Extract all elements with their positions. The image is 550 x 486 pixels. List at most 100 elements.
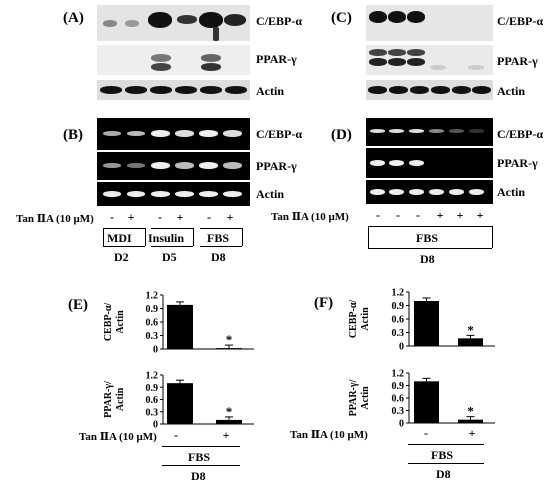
bar [414,381,439,423]
y-tick-label: 0.6 [146,395,159,406]
day-line-right [368,248,492,249]
bar [167,304,193,349]
bar [458,338,483,346]
y-tick-label: 0.9 [392,301,405,312]
y-axis-label: PPAR-γ/Actin [348,379,371,416]
day-line [103,246,145,247]
group-tick [492,226,493,248]
day-line-e [162,465,240,466]
group-tick [368,226,369,248]
y-tick-label: 1.2 [146,371,159,382]
bar [216,348,242,350]
group-fbs-e: FBS [188,450,211,464]
y-tick-label: 1.2 [392,288,405,299]
panel-label-c: (C) [331,10,352,26]
gel-b-actin [97,182,250,206]
y-tick-label: 0.3 [146,331,159,342]
row-label-d-3: Actin [497,185,525,199]
sign-left-6: + [226,210,234,224]
panel-label-e: (E) [68,297,88,313]
bar [167,383,193,424]
y-tick-label: 0.9 [146,383,159,394]
y-tick-label: 0.3 [392,328,405,339]
group-tick [242,228,243,246]
y-tick-label: 0 [153,345,158,356]
sign-f-2: + [468,426,476,440]
group-fbs-right: FBS [416,231,439,245]
significance-mark: * [226,404,233,419]
day-line [200,246,242,247]
treatment-label-e: Tan ⅡA (10 μM) [79,431,157,443]
significance-mark: * [467,404,474,419]
group-tick [145,228,146,246]
y-tick-label: 0.9 [146,304,159,315]
sign-right-2: - [396,208,400,222]
bar [414,301,439,346]
sign-left-4: + [176,210,184,224]
day-d8-f: D8 [436,467,451,481]
row-label-a-1: C/EBP-α [256,14,303,28]
day-line [151,246,193,247]
sign-left-3: - [158,210,162,224]
row-label-d-1: C/EBP-α [497,127,544,141]
group-tick [103,228,104,246]
treatment-label-left: Tan ⅡA (10 μM) [16,213,94,225]
row-label-c-1: C/EBP-α [497,14,544,28]
bar [216,419,242,424]
sign-right-3: - [416,208,420,222]
y-tick-label: 1.2 [392,369,405,380]
panel-label-a: (A) [63,10,84,26]
blot-c-actin [366,80,493,100]
day-line-f [408,463,484,464]
gel-d-ppar [366,148,493,178]
treatment-label-right: Tan ⅡA (10 μM) [271,211,349,223]
group-line-mdi [103,228,145,229]
y-tick-label: 0.9 [392,381,405,392]
row-label-b-1: C/EBP-α [256,127,303,141]
y-tick-label: 0 [399,419,404,430]
sign-left-2: + [127,210,135,224]
sign-right-5: + [456,208,464,222]
day-d8-right: D8 [420,252,435,266]
sign-f-1: - [424,426,428,440]
sign-left-5: - [207,210,211,224]
y-tick-label: 1.2 [146,291,159,302]
significance-mark: * [226,332,233,347]
sign-e-2: + [222,428,230,442]
row-label-a-3: Actin [256,84,284,98]
gel-b-cebp [97,118,250,150]
day-d8-e: D8 [191,469,206,483]
panel-label-b: (B) [63,127,83,143]
sign-right-4: + [436,208,444,222]
group-insulin: Insulin [148,231,185,245]
y-tick-label: 0.6 [146,318,159,329]
group-line-fbs [200,228,242,229]
group-line-e [162,446,240,447]
group-mdi: MDI [107,231,132,245]
gel-d-actin [366,180,493,204]
day-d5: D5 [162,250,177,264]
panel-label-d: (D) [331,127,352,143]
y-tick-label: 0.3 [146,407,159,418]
y-axis-label: CEBP-α/Actin [348,300,371,339]
row-label-c-3: Actin [497,84,525,98]
y-tick-label: 0 [153,420,158,431]
sign-left-1: - [110,210,114,224]
group-fbs: FBS [207,231,230,245]
significance-mark: * [467,322,474,337]
row-label-a-2: PPAR-γ [256,52,297,66]
blot-a-cebp [97,5,250,41]
group-line-f [408,444,484,445]
blot-a-ppar [97,45,250,75]
y-tick-label: 0.6 [392,315,405,326]
day-d2: D2 [114,250,129,264]
group-line-right [368,226,492,227]
y-tick-label: 0.3 [392,406,405,417]
group-line-insulin [151,228,193,229]
blot-c-ppar [366,45,493,75]
sign-e-1: - [174,428,178,442]
day-d8: D8 [211,250,226,264]
group-tick [193,228,194,246]
y-tick-label: 0.6 [392,394,405,405]
gel-d-cebp [366,118,493,146]
